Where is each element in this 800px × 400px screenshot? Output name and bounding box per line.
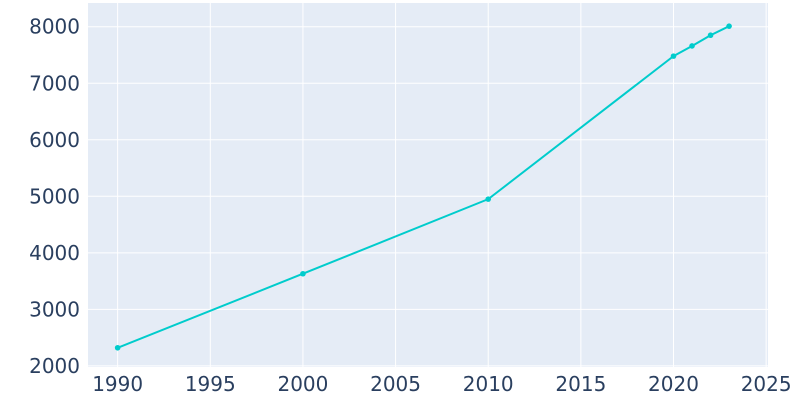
y-tick-label: 2000 — [29, 354, 80, 378]
x-tick-label: 2025 — [741, 372, 792, 396]
y-tick-label: 4000 — [29, 241, 80, 265]
x-tick-label: 2010 — [463, 372, 514, 396]
data-point — [670, 53, 677, 59]
y-tick-label: 8000 — [29, 15, 80, 39]
y-tick-label: 5000 — [29, 184, 80, 208]
series-layer — [114, 23, 732, 351]
y-tick-label: 3000 — [29, 297, 80, 321]
x-tick-label: 2000 — [277, 372, 328, 396]
x-axis-tick-labels: 1990 1995 2000 2005 2010 2015 2020 2025 — [92, 372, 791, 396]
data-point — [689, 43, 695, 49]
data-point — [707, 32, 714, 39]
data-point — [114, 344, 121, 351]
x-tick-label: 1995 — [185, 372, 236, 396]
y-axis-tick-labels: 2000 3000 4000 5000 6000 7000 8000 — [29, 15, 80, 378]
x-tick-label: 2005 — [370, 372, 421, 396]
x-tick-label: 2020 — [648, 372, 699, 396]
data-point — [300, 270, 306, 277]
x-tick-label: 2015 — [555, 372, 606, 396]
y-tick-label: 7000 — [29, 71, 80, 95]
grid-lines — [88, 3, 768, 367]
y-tick-label: 6000 — [29, 128, 80, 152]
x-tick-label: 1990 — [92, 372, 143, 396]
plot-area — [88, 3, 768, 367]
data-point — [726, 23, 732, 29]
data-point — [485, 196, 492, 202]
